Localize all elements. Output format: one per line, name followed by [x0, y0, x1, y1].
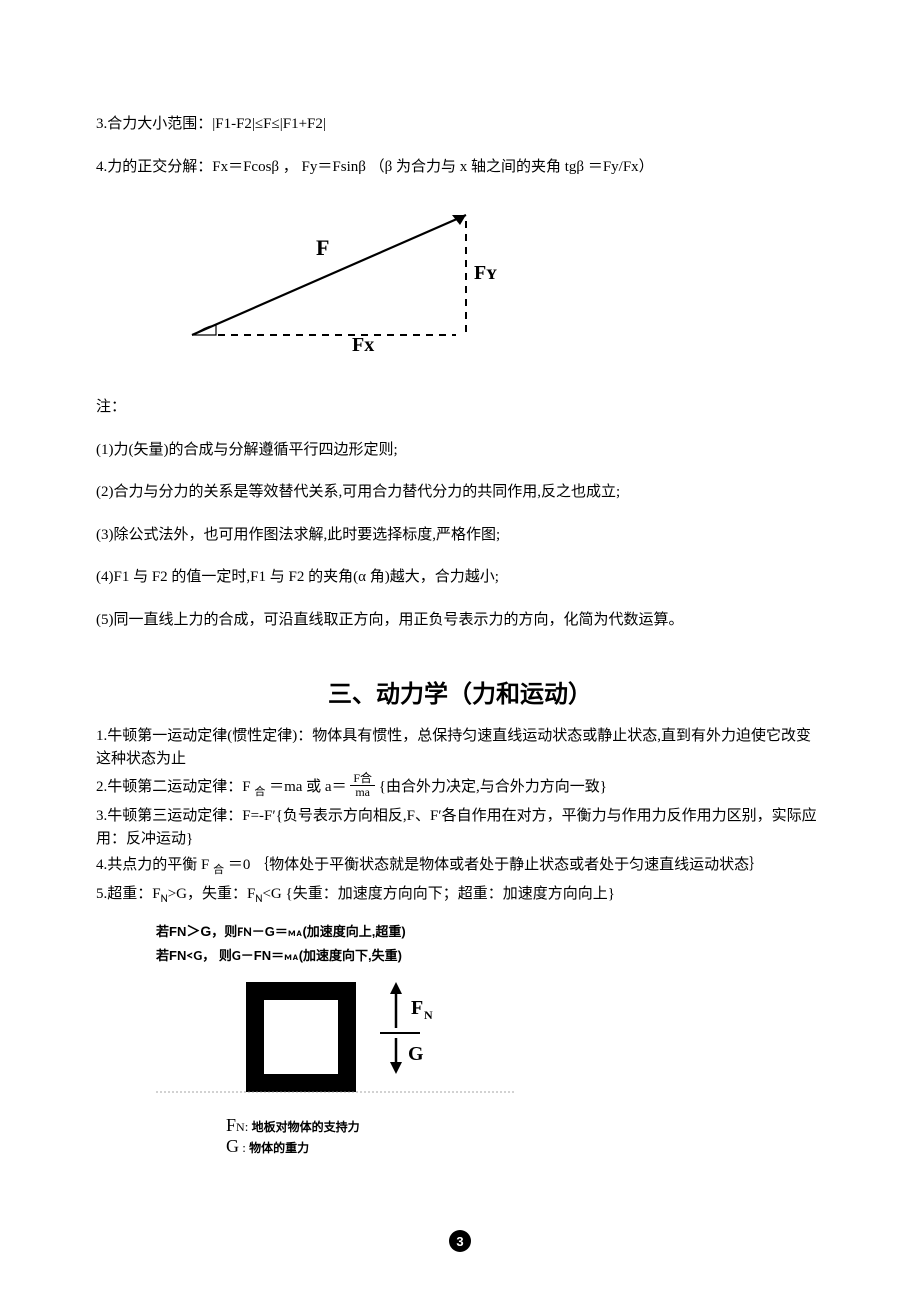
note-5: (5)同一直线上力的合成，可沿直线取正方向，用正负号表示力的方向，化简为代数运算…	[96, 606, 824, 635]
label-F: F	[316, 235, 329, 260]
dyn-4: 4.共点力的平衡 F 合 ＝0 ｛物体处于平衡状态就是物体或者处于静止状态或者处…	[96, 854, 824, 879]
dyn-5-text-b: >G，失重：F	[168, 886, 256, 902]
label-FN-sub: N	[424, 1008, 433, 1022]
footer: 3	[0, 1230, 920, 1252]
fig2-legend: FN: 地板对物体的支持力 G : 物体的重力	[226, 1115, 824, 1157]
label-Fx: Fx	[352, 334, 374, 355]
dyn-2-text-b: ＝ma 或 a＝	[269, 779, 346, 795]
dyn-5-text-c: <G {失重：加速度方向向下；超重：加速度方向向上}	[262, 886, 614, 902]
item-4: 4.力的正交分解：Fx＝Fcosβ ， Fy＝Fsinβ （β 为合力与 x 轴…	[96, 153, 824, 182]
figure-force-decomposition: F Fʏ Fx	[156, 195, 824, 375]
note-heading: 注：	[96, 393, 824, 422]
dyn-2-text-c: {由合外力决定,与合外力方向一致}	[379, 779, 607, 795]
legend-fn: F	[226, 1115, 236, 1135]
sub-he-1: 合	[254, 786, 265, 798]
section-heading: 三、动力学（力和运动）	[96, 674, 824, 709]
legend-fn-colon: :	[245, 1119, 252, 1134]
legend-fn-text: 地板对物体的支持力	[252, 1120, 360, 1134]
dyn-5: 5.超重：FN>G，失重：FN<G {失重：加速度方向向下；超重：加速度方向向上…	[96, 883, 824, 908]
legend-fn-sub: N	[236, 1120, 245, 1134]
dyn-2: 2.牛顿第二运动定律：F 合 ＝ma 或 a＝ F合 ma {由合外力决定,与合…	[96, 774, 824, 801]
legend-g-text: 物体的重力	[249, 1141, 309, 1155]
note-1: (1)力(矢量)的合成与分解遵循平行四边形定则;	[96, 436, 824, 465]
legend-g-colon: :	[239, 1140, 249, 1155]
item-3: 3.合力大小范围：|F1-F2|≤F≤|F1+F2|	[96, 110, 824, 139]
sub-n-1: N	[161, 892, 168, 905]
label-FN: F	[411, 997, 423, 1019]
figure-weight-diagram: 若FN＞G，则FN－G＝ᴍᴀ(加速度向上,超重) 若FN<G， 则G－FN＝ᴍᴀ…	[156, 921, 824, 1157]
dyn-1: 1.牛顿第一运动定律(惯性定律)：物体具有惯性，总保持匀速直线运动状态或静止状态…	[96, 725, 824, 770]
note-3: (3)除公式法外，也可用作图法求解,此时要选择标度,严格作图;	[96, 521, 824, 550]
sub-he-2: 合	[213, 864, 224, 876]
note-2: (2)合力与分力的关系是等效替代关系,可用合力替代分力的共同作用,反之也成立;	[96, 478, 824, 507]
fig2-line-1: 若FN＞G，则FN－G＝ᴍᴀ(加速度向上,超重)	[156, 921, 824, 941]
dyn-4-text-b: ＝0 ｛物体处于平衡状态就是物体或者处于静止状态或者处于匀速直线运动状态｝	[228, 857, 764, 873]
legend-g: G	[226, 1136, 239, 1156]
fraction: F合 ma	[350, 772, 375, 799]
dyn-4-text-a: 4.共点力的平衡 F	[96, 857, 209, 873]
page-number: 3	[449, 1230, 471, 1252]
dyn-3: 3.牛顿第三运动定律：F=-F′{负号表示方向相反,F、F′各自作用在对方，平衡…	[96, 805, 824, 850]
label-Fy: Fʏ	[474, 262, 497, 284]
note-4: (4)F1 与 F2 的值一定时,F1 与 F2 的夹角(α 角)越大，合力越小…	[96, 563, 824, 592]
dyn-5-text-a: 5.超重：F	[96, 886, 161, 902]
frac-num: F合	[350, 772, 375, 786]
fig2-line-2: 若FN<G， 则G－FN＝ᴍᴀ(加速度向下,失重)	[156, 945, 824, 964]
frac-den: ma	[350, 786, 375, 799]
label-G: G	[408, 1043, 424, 1065]
dyn-2-text-a: 2.牛顿第二运动定律：F	[96, 779, 251, 795]
